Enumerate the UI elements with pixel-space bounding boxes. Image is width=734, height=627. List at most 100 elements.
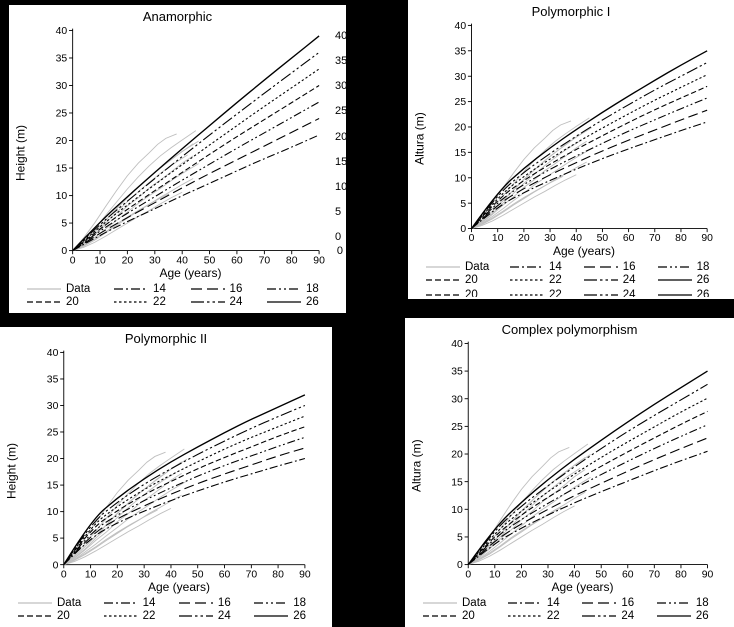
- legend-label: 24: [229, 296, 243, 308]
- legend-entry-data: Data: [27, 283, 108, 295]
- x-tick-label: 80: [675, 233, 687, 244]
- x-tick-label: 90: [701, 233, 713, 244]
- observed-data-line: [471, 175, 564, 229]
- cropped-axis-label: 40: [335, 31, 346, 42]
- x-tick-label: 20: [518, 233, 530, 244]
- x-tick-label: 90: [702, 569, 714, 580]
- series-line-26: [72, 35, 320, 252]
- x-tick-label: 60: [622, 569, 634, 580]
- series-line-24: [471, 62, 708, 229]
- chart-panel-polymorphic-2: Polymorphic II Height (m) 0 10 20 30 40 50 60 7…: [0, 327, 332, 627]
- legend-label: 20: [57, 610, 70, 622]
- y-axis-label: Height (m): [4, 442, 19, 499]
- series-line-26: [470, 50, 708, 229]
- legend-entry-16: 16: [583, 260, 652, 273]
- legend-line-sample: [190, 301, 225, 303]
- legend-label: 24: [621, 610, 635, 622]
- legend-entry-20: 20: [27, 296, 108, 308]
- series-line-14: [471, 121, 708, 229]
- legend-line-sample: [582, 602, 617, 604]
- legend-line-sample: [656, 615, 691, 617]
- legend-label: 14: [142, 597, 156, 609]
- legend-label: 22: [153, 296, 166, 308]
- plot-row: Altura (m) 0 10 20 30 40 50 60 70 80 90 0 5 10 15 20 25…: [409, 338, 730, 580]
- observed-data-line: [63, 480, 188, 566]
- legend-line-sample: [27, 301, 61, 303]
- legend-entry-18: 18: [267, 283, 334, 295]
- legend-label: 22: [548, 273, 562, 286]
- x-tick-label: 50: [595, 569, 607, 580]
- legend-label: 24: [622, 288, 636, 297]
- legend-entry-18: 18: [254, 597, 320, 609]
- y-tick-label: 15: [455, 148, 467, 159]
- legend-entry-18: 18: [656, 597, 722, 609]
- legend-label: Data: [66, 283, 91, 295]
- x-tick-label: 60: [623, 233, 635, 244]
- x-tick-label: 20: [112, 569, 124, 580]
- legend-entry-data: Data: [18, 597, 98, 609]
- legend-entry-18: 18: [657, 261, 722, 273]
- y-tick-label: 25: [47, 428, 59, 439]
- legend-line-sample: [509, 294, 544, 296]
- x-axis-label: Age (years): [551, 580, 614, 594]
- legend-entry-20: 20: [426, 274, 504, 286]
- legend-label: 26: [306, 296, 319, 308]
- observed-data-line: [471, 127, 593, 229]
- y-tick-label: 20: [455, 123, 467, 134]
- y-tick-label: 20: [451, 450, 463, 461]
- y-tick-label: 30: [451, 394, 463, 405]
- observed-data-line: [63, 472, 182, 566]
- legend-entry-20: 20: [423, 610, 502, 622]
- x-tick-label: 70: [649, 233, 661, 244]
- legend-entry-24: 24: [583, 288, 652, 297]
- y-tick-label: 20: [47, 454, 59, 465]
- legend-line-sample: [426, 266, 460, 268]
- y-tick-label: 35: [47, 375, 59, 386]
- legend-label: 16: [622, 260, 636, 273]
- x-tick-label: 20: [516, 569, 528, 580]
- series-line-22: [467, 397, 708, 565]
- legend-entry-14: 14: [507, 597, 577, 609]
- legend-line-sample: [254, 602, 289, 604]
- y-tick-label: 40: [451, 339, 463, 350]
- series-line-18: [467, 424, 708, 565]
- plot-area: 0 10 20 30 40 50 60 70 80 90 0 5 10 15 20 25 30 35 40: [451, 339, 714, 580]
- legend-label: Data: [462, 597, 487, 609]
- y-tick-label: 0: [460, 224, 466, 235]
- x-tick-label: 30: [544, 233, 556, 244]
- y-tick-label: 10: [56, 191, 68, 202]
- y-tick-label: 15: [56, 164, 68, 175]
- observed-data-line: [63, 494, 182, 566]
- legend-line-sample: [583, 279, 618, 281]
- legend-entry-22: 22: [509, 289, 578, 297]
- y-tick-label: 0: [61, 246, 67, 257]
- x-tick-label: 40: [165, 569, 177, 580]
- x-tick-label: 50: [204, 255, 216, 266]
- legend-label: 20: [66, 296, 79, 308]
- x-tick-label: 90: [299, 569, 311, 580]
- y-tick-label: 10: [47, 507, 59, 518]
- legend-entry-20: 20: [426, 289, 504, 297]
- legend: Data 14 16 18 20 22 24 26: [13, 281, 342, 311]
- x-tick-label: 30: [138, 569, 150, 580]
- cropped-axis-label: 35: [335, 55, 346, 68]
- legend-label: 26: [293, 610, 306, 622]
- y-axis-label: Altura (m): [412, 112, 427, 166]
- y-tick-label: 25: [451, 422, 463, 433]
- cropped-axis-label: 30: [335, 80, 346, 93]
- legend-label: 20: [465, 273, 478, 286]
- observed-data-line: [471, 140, 587, 229]
- x-axis-label: Age (years): [552, 243, 616, 258]
- x-tick-label: 0: [465, 569, 471, 580]
- y-tick-label: 20: [56, 136, 68, 147]
- legend-line-sample: [178, 602, 213, 604]
- legend-label: Data: [57, 597, 82, 609]
- y-tick-label: 40: [56, 26, 68, 37]
- legend-entry-24: 24: [582, 610, 651, 622]
- y-tick-label: 35: [451, 367, 463, 378]
- legend-line-sample: [267, 288, 302, 290]
- observed-data-line: [471, 120, 572, 229]
- series-line-26: [467, 370, 708, 565]
- y-tick-label: 40: [47, 348, 59, 359]
